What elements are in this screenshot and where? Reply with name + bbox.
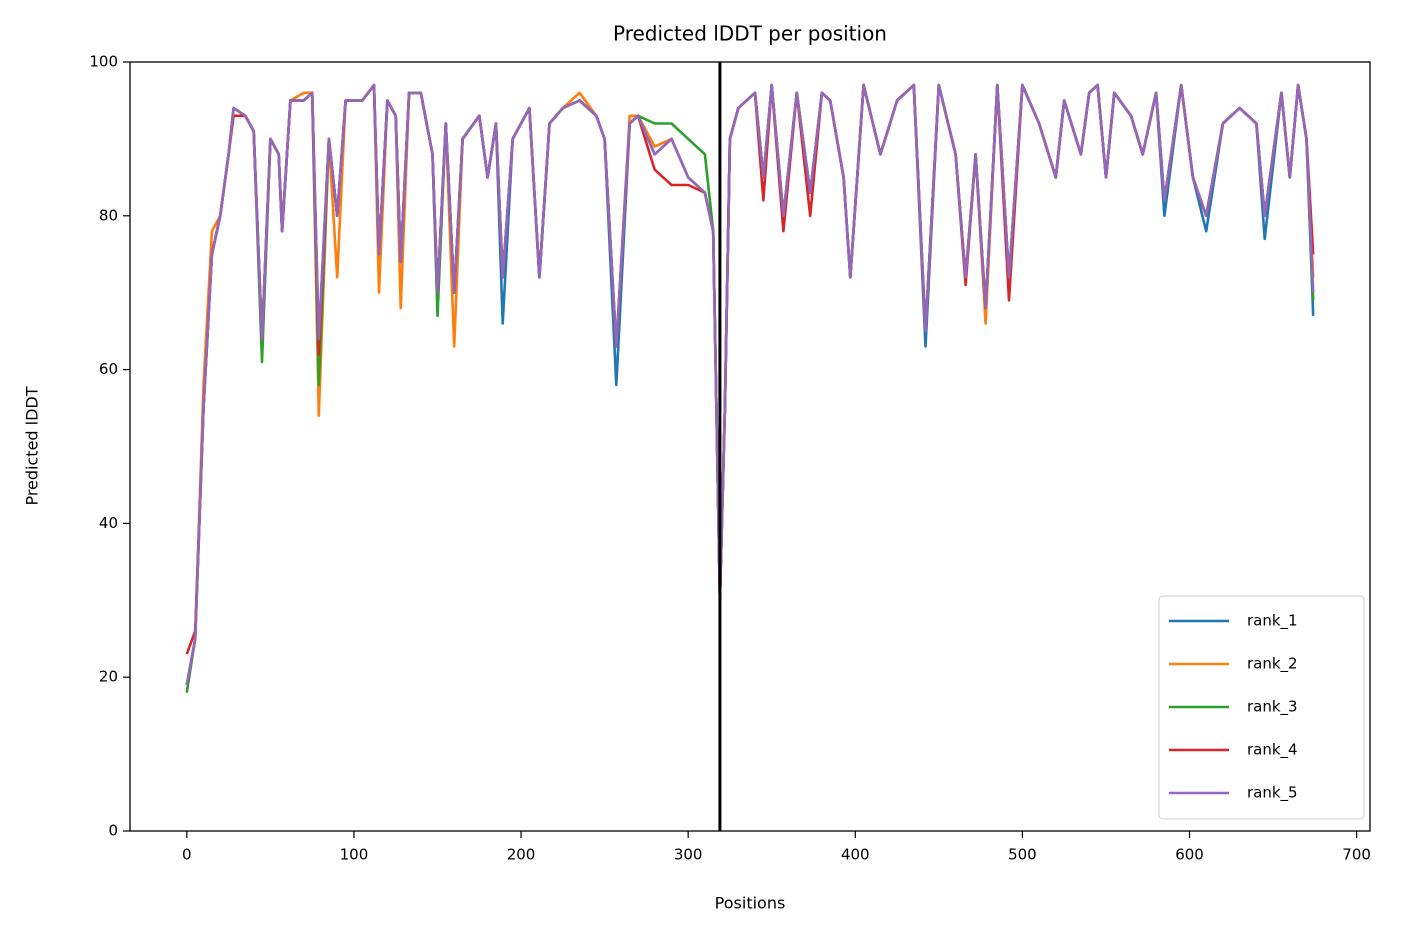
plot-frame [129,61,1371,832]
y-tick-label: 80 [99,206,118,224]
legend-label: rank_1 [1247,612,1298,631]
legend-label: rank_2 [1247,655,1298,674]
y-tick-label: 40 [99,514,118,532]
y-tick-label: 0 [108,822,118,840]
chart-title: Predicted lDDT per position [613,22,887,46]
x-axis-label: Positions [715,894,786,913]
series-line [185,83,1315,693]
x-tick-label: 500 [1008,846,1037,864]
x-tick-label: 700 [1342,846,1371,864]
x-tick-label: 100 [340,846,369,864]
x-tick-label: 200 [507,846,536,864]
series-line [185,83,1315,655]
x-tick-label: 300 [674,846,703,864]
series-line [185,83,1315,686]
legend-label: rank_5 [1247,784,1298,803]
y-tick-label: 60 [99,360,118,378]
legend-label: rank_4 [1247,741,1298,760]
y-tick-label: 100 [89,53,118,71]
series-line [185,83,1315,686]
x-tick-label: 0 [182,846,192,864]
x-tick-label: 600 [1175,846,1204,864]
y-axis-label: Predicted lDDT [23,386,42,505]
y-tick-label: 20 [99,668,118,686]
legend-box [1158,595,1365,820]
legend-label: rank_3 [1247,698,1298,717]
x-tick-label: 400 [841,846,870,864]
series-line [185,83,1315,686]
